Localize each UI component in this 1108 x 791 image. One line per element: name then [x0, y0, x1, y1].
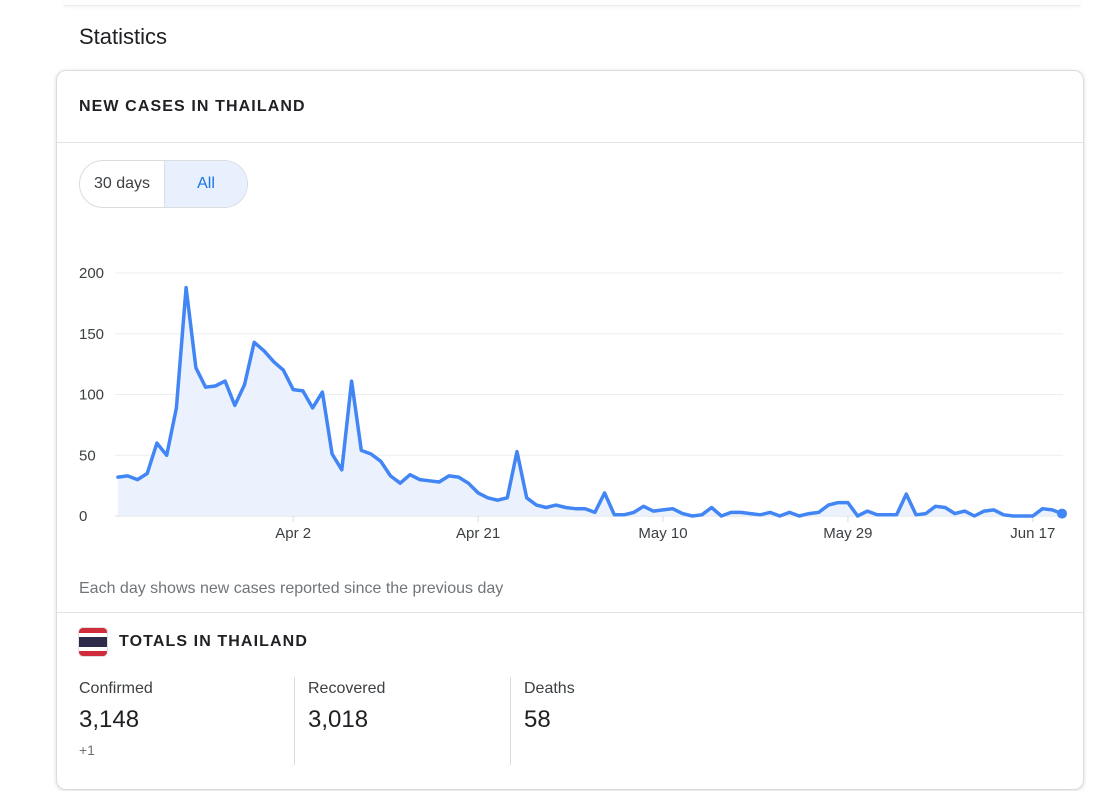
confirmed-delta: +1	[79, 742, 95, 758]
latest-point-marker	[1057, 508, 1067, 519]
chart-grid	[115, 272, 1063, 517]
stat-confirmed: Confirmed 3,148 +1	[79, 680, 153, 764]
y-tick-label: 150	[79, 326, 104, 343]
y-tick-label: 100	[79, 387, 104, 404]
previous-card-edge	[64, 0, 1080, 6]
card-title: NEW CASES IN THAILAND	[79, 97, 306, 115]
toggle-all[interactable]: All	[165, 161, 247, 207]
stat-separator	[510, 677, 511, 765]
cases-line	[116, 285, 1064, 518]
chart-footnote: Each day shows new cases reported since …	[79, 580, 504, 597]
y-tick-label: 50	[79, 447, 96, 464]
totals-header: TOTALS IN THAILAND	[79, 628, 308, 656]
y-tick-label: 0	[79, 508, 87, 525]
card-header: NEW CASES IN THAILAND	[57, 71, 1083, 143]
recovered-label: Recovered	[308, 680, 386, 697]
y-tick-label: 200	[79, 265, 104, 282]
section-title: Statistics	[79, 24, 168, 49]
x-tick-label: Jun 17	[1010, 525, 1055, 542]
totals-title: TOTALS IN THAILAND	[119, 633, 308, 650]
x-tick-label: Apr 2	[275, 525, 311, 542]
cases-area	[118, 287, 1062, 516]
range-toggle: 30 days All	[79, 160, 248, 208]
recovered-value: 3,018	[308, 706, 369, 733]
x-tick-label: May 10	[638, 525, 687, 542]
confirmed-label: Confirmed	[79, 680, 153, 697]
y-axis-ticks: 0 50 100 150 200	[79, 265, 104, 525]
toggle-30-days[interactable]: 30 days	[80, 161, 165, 207]
x-tick-label: Apr 21	[456, 525, 500, 542]
x-tick-label: May 29	[823, 525, 872, 542]
stat-recovered: Recovered 3,018	[308, 680, 385, 764]
x-axis-ticks: Apr 2 Apr 21 May 10 May 29 Jun 17	[275, 516, 1055, 542]
stat-separator	[294, 677, 295, 765]
confirmed-value: 3,148	[79, 706, 140, 733]
deaths-value: 58	[524, 706, 551, 733]
stats-card: NEW CASES IN THAILAND 30 days All 0 50 100…	[56, 70, 1084, 790]
totals-divider	[57, 612, 1083, 613]
thailand-flag-icon	[79, 628, 107, 656]
stat-deaths: Deaths 58	[524, 680, 575, 764]
deaths-label: Deaths	[524, 680, 575, 697]
